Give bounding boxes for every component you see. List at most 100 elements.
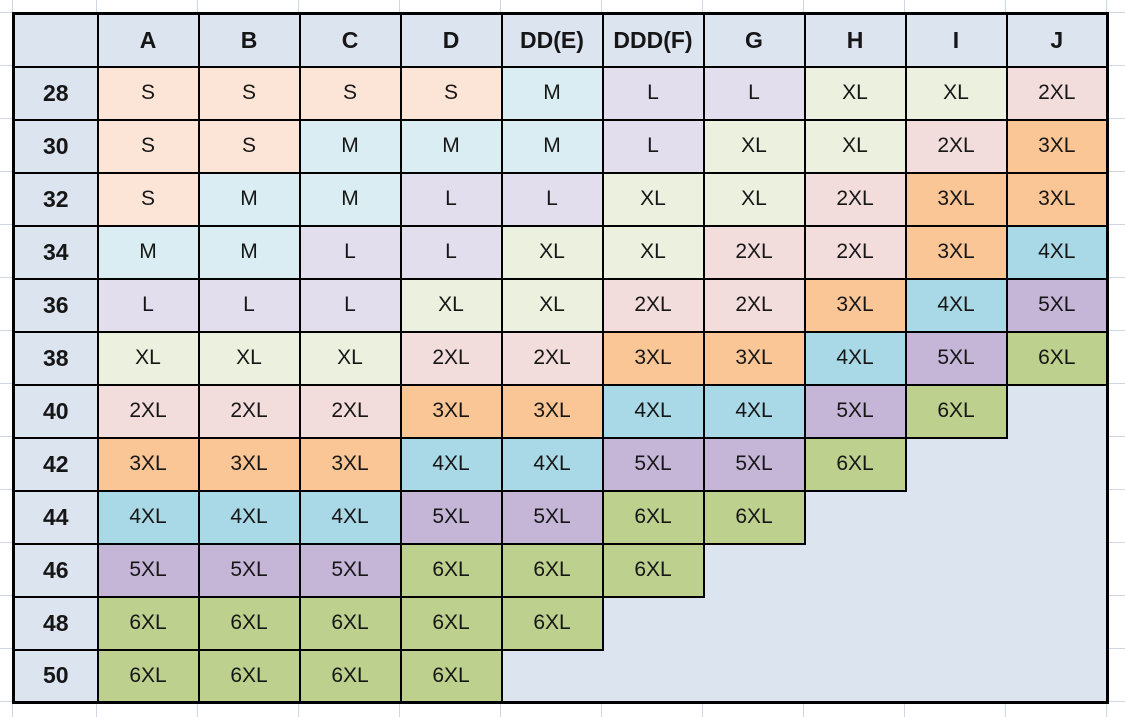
corner-cell: [12, 12, 99, 68]
table-row-band-36: 36 L L L XL XL 2XL 2XL 3XL 4XL 5XL: [12, 277, 1109, 333]
size-cell: 5XL: [298, 542, 402, 598]
column-header-cup-g: G: [702, 12, 806, 68]
size-cell: 2XL: [399, 330, 503, 386]
column-header-cup-j: J: [1005, 12, 1109, 68]
size-cell: 5XL: [1005, 277, 1109, 333]
empty-cell: [804, 543, 906, 597]
size-cell: S: [96, 118, 200, 174]
column-header-cup-a: A: [96, 12, 200, 68]
size-cell: 5XL: [96, 542, 200, 598]
size-cell: 3XL: [803, 277, 907, 333]
size-cell: 4XL: [1005, 224, 1109, 280]
column-header-cup-i: I: [904, 12, 1008, 68]
size-cell: 2XL: [702, 277, 806, 333]
size-cell: 2XL: [96, 383, 200, 439]
size-cell: 5XL: [803, 383, 907, 439]
size-cell: L: [399, 224, 503, 280]
size-cell: 2XL: [803, 171, 907, 227]
size-cell: L: [197, 277, 301, 333]
size-cell: 4XL: [298, 489, 402, 545]
size-cell: 4XL: [803, 330, 907, 386]
size-cell: 3XL: [904, 171, 1008, 227]
size-cell: L: [702, 65, 806, 121]
size-cell: XL: [298, 330, 402, 386]
size-cell: 5XL: [904, 330, 1008, 386]
size-cell: 6XL: [601, 542, 705, 598]
empty-cell: [905, 490, 1007, 544]
size-cell: 4XL: [399, 436, 503, 492]
size-cell: L: [298, 224, 402, 280]
column-header-cup-h: H: [803, 12, 907, 68]
size-cell: S: [96, 65, 200, 121]
size-cell: 2XL: [904, 118, 1008, 174]
size-cell: XL: [601, 224, 705, 280]
size-cell: 5XL: [197, 542, 301, 598]
empty-cell: [804, 649, 906, 703]
size-cell: 3XL: [702, 330, 806, 386]
table-row-band-32: 32 S M M L L XL XL 2XL 3XL 3XL: [12, 171, 1109, 227]
row-header-band: 40: [12, 383, 99, 439]
size-cell: 2XL: [298, 383, 402, 439]
size-cell: 6XL: [197, 595, 301, 651]
size-cell: 4XL: [96, 489, 200, 545]
size-cell: M: [298, 118, 402, 174]
size-cell: M: [399, 118, 503, 174]
empty-cell: [804, 596, 906, 650]
empty-cell: [1006, 384, 1108, 438]
size-cell: 6XL: [399, 595, 503, 651]
row-header-band: 34: [12, 224, 99, 280]
row-header-band: 38: [12, 330, 99, 386]
row-header-band: 46: [12, 542, 99, 598]
row-header-band: 28: [12, 65, 99, 121]
column-header-cup-c: C: [298, 12, 402, 68]
empty-cell: [602, 596, 704, 650]
size-cell: 6XL: [1005, 330, 1109, 386]
size-cell: 4XL: [500, 436, 604, 492]
size-cell: 6XL: [197, 648, 301, 704]
size-cell: 3XL: [399, 383, 503, 439]
size-cell: XL: [702, 118, 806, 174]
size-cell: S: [298, 65, 402, 121]
size-cell: L: [500, 171, 604, 227]
empty-cell: [1006, 596, 1108, 650]
empty-cell: [501, 649, 603, 703]
size-cell: 5XL: [500, 489, 604, 545]
empty-cell: [703, 596, 805, 650]
size-cell: M: [96, 224, 200, 280]
size-cell: XL: [500, 277, 604, 333]
size-cell: 6XL: [702, 489, 806, 545]
size-cell: 6XL: [500, 542, 604, 598]
column-header-cup-dddf: DDD(F): [601, 12, 705, 68]
table-row-band-34: 34 M M L L XL XL 2XL 2XL 3XL 4XL: [12, 224, 1109, 280]
size-cell: S: [399, 65, 503, 121]
table-row-band-38: 38 XL XL XL 2XL 2XL 3XL 3XL 4XL 5XL 6XL: [12, 330, 1109, 386]
size-cell: XL: [702, 171, 806, 227]
row-header-band: 50: [12, 648, 99, 704]
row-header-band: 48: [12, 595, 99, 651]
row-header-band: 30: [12, 118, 99, 174]
size-cell: 6XL: [904, 383, 1008, 439]
size-cell: XL: [500, 224, 604, 280]
size-cell: XL: [399, 277, 503, 333]
size-cell: 3XL: [298, 436, 402, 492]
size-cell: S: [96, 171, 200, 227]
size-cell: 4XL: [197, 489, 301, 545]
empty-cell: [1006, 649, 1108, 703]
row-header-band: 42: [12, 436, 99, 492]
empty-cell: [804, 490, 906, 544]
size-cell: M: [298, 171, 402, 227]
size-cell: 6XL: [803, 436, 907, 492]
table-row-band-48: 48 6XL 6XL 6XL 6XL 6XL: [12, 595, 1108, 651]
size-cell: 6XL: [601, 489, 705, 545]
size-cell: L: [96, 277, 200, 333]
table-row-band-46: 46 5XL 5XL 5XL 6XL 6XL 6XL: [12, 542, 1108, 598]
table-row-band-30: 30 S S M M M L XL XL 2XL 3XL: [12, 118, 1109, 174]
size-cell: 3XL: [197, 436, 301, 492]
size-cell: L: [601, 118, 705, 174]
size-cell: 6XL: [96, 595, 200, 651]
size-cell: 6XL: [298, 595, 402, 651]
empty-cell: [703, 543, 805, 597]
size-cell: 3XL: [96, 436, 200, 492]
empty-cell: [905, 543, 1007, 597]
size-cell: XL: [197, 330, 301, 386]
